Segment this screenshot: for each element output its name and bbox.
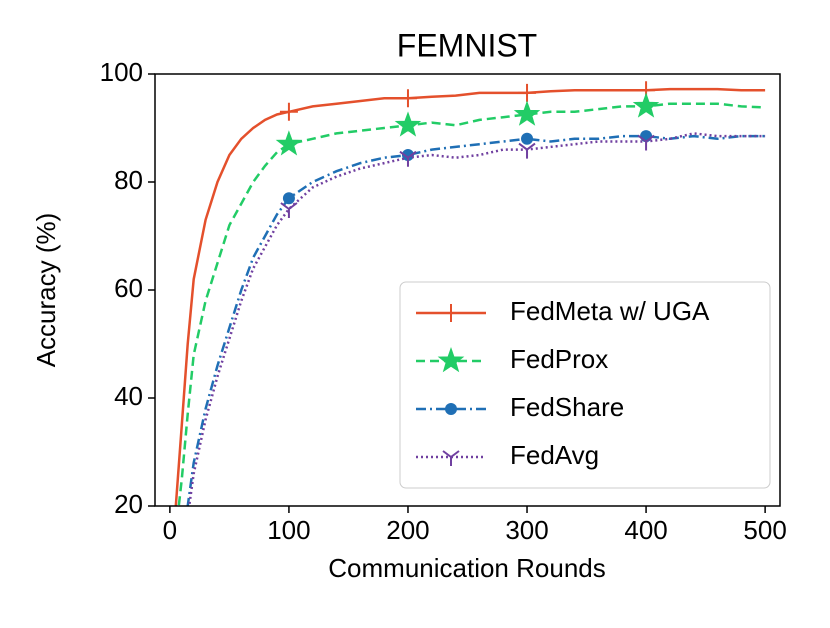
x-tick-label: 300 [505,515,548,545]
x-tick-label: 500 [743,515,786,545]
marker [518,142,536,159]
marker [518,83,537,102]
marker [637,134,655,151]
x-axis-label: Communication Rounds [328,553,605,583]
marker [280,202,298,218]
legend-label: FedMeta w/ UGA [510,296,710,326]
marker [399,150,417,167]
marker [275,130,303,156]
y-tick-label: 40 [114,381,143,411]
marker [442,450,460,466]
marker [401,149,414,161]
marker [282,192,295,205]
marker [442,304,460,322]
y-tick-label: 60 [114,273,143,303]
marker [445,403,457,415]
legend-label: FedShare [510,392,624,422]
plot-area [174,81,766,506]
x-tick-label: 0 [163,515,177,545]
series-line [187,132,766,506]
series-line [186,134,766,506]
marker [394,111,422,137]
y-tick-label: 20 [114,489,143,519]
x-tick-label: 400 [624,515,667,545]
marker [513,100,541,126]
chart-title: FEMNIST [397,27,537,63]
y-tick-label: 80 [114,165,143,195]
legend-label: FedAvg [510,440,599,470]
legend-label: FedProx [510,344,608,374]
x-tick-label: 200 [386,515,429,545]
marker [521,132,534,145]
marker [437,346,465,373]
marker [279,102,298,121]
legend-box [399,281,771,489]
marker [398,89,417,108]
x-tick-label: 100 [267,515,310,545]
marker [632,92,660,118]
y-axis-label: Accuracy (%) [31,213,61,368]
y-tick-label: 100 [100,57,143,87]
